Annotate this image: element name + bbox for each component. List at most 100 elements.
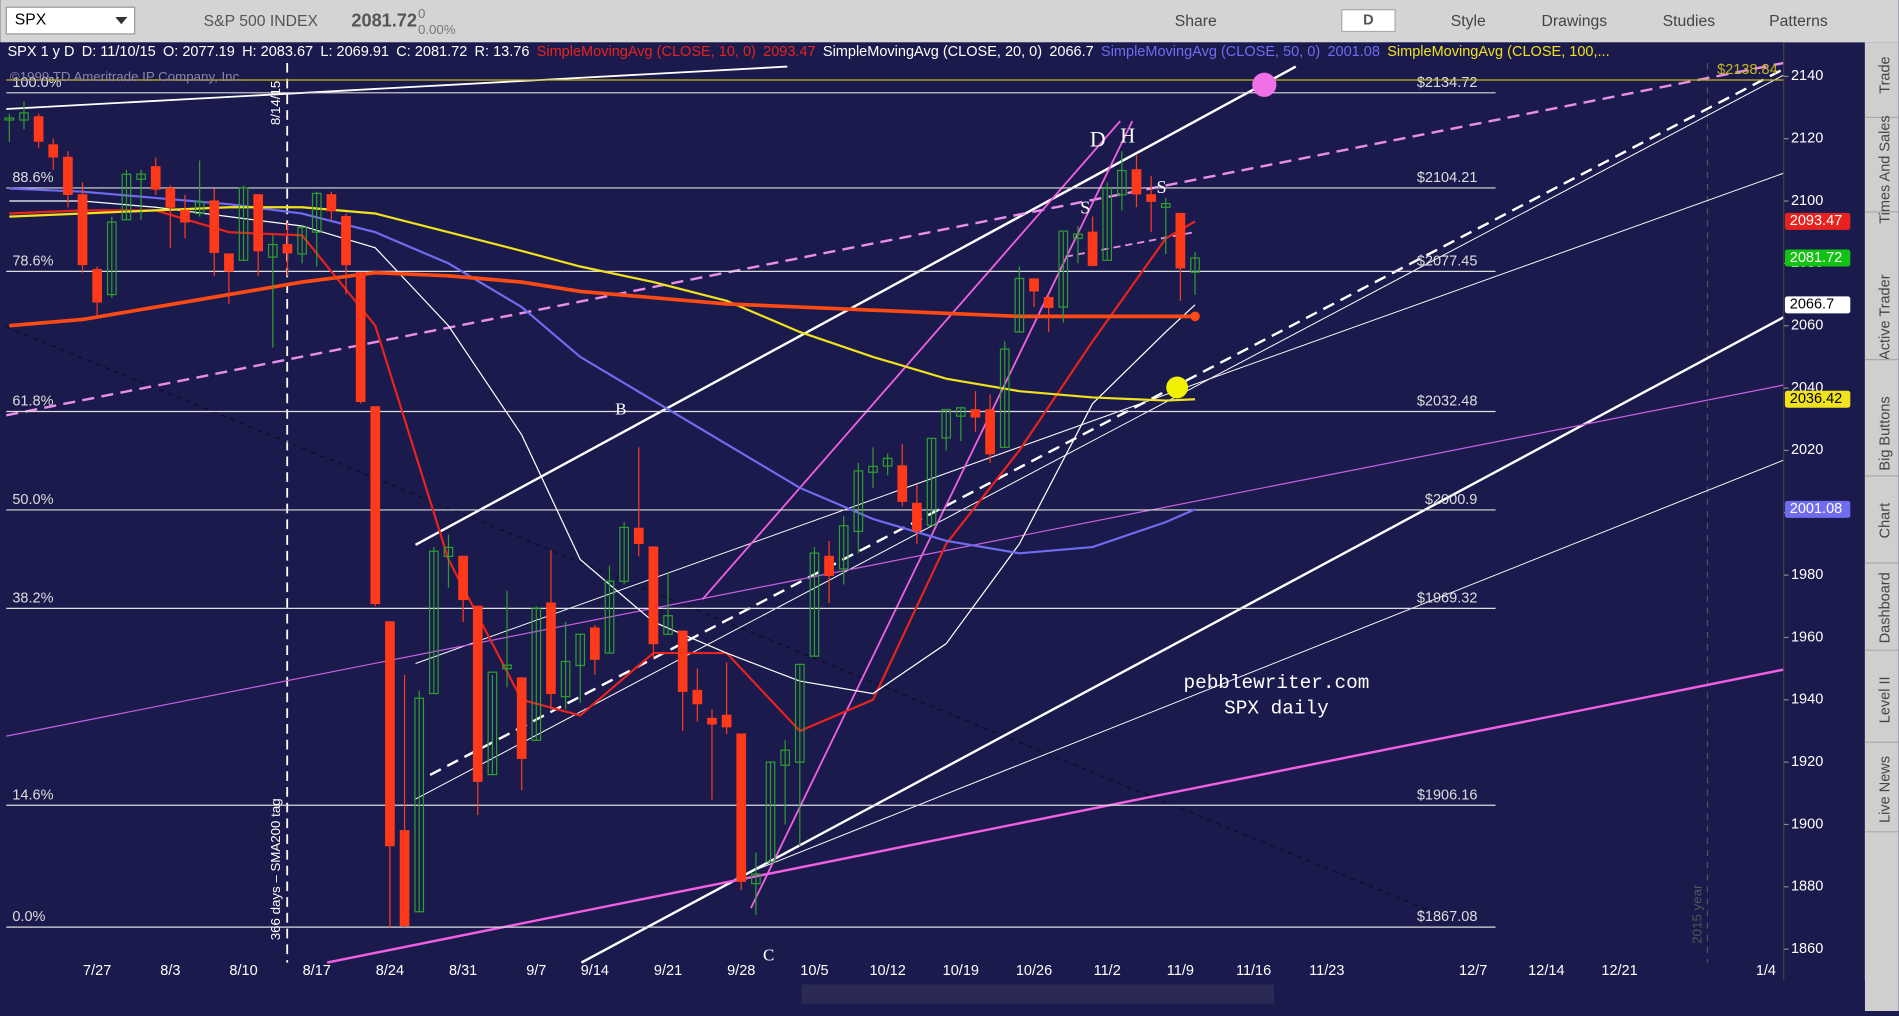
- x-tick-label: 8/31: [449, 963, 477, 979]
- x-tick-label: 9/28: [727, 963, 755, 979]
- candle-body: [926, 437, 937, 526]
- annotation: S: [1157, 177, 1167, 197]
- candle-body: [882, 457, 893, 467]
- candle-body: [106, 221, 117, 296]
- x-tick-label: 10/26: [1016, 963, 1052, 979]
- candle-body: [824, 555, 834, 576]
- sidebar-tab[interactable]: Dashboard: [1877, 572, 1893, 643]
- x-tick-label: 11/2: [1094, 963, 1121, 979]
- fib-price: $1906.16: [1417, 787, 1478, 803]
- sidebar-tab[interactable]: Times And Sales: [1877, 115, 1893, 223]
- ma-end-dot: [1190, 311, 1200, 322]
- candle-body: [238, 187, 249, 261]
- symbol[interactable]: SPX: [15, 12, 47, 29]
- candle-body: [267, 243, 278, 258]
- legend-text: 2001.08: [1327, 44, 1379, 60]
- y-tick-label: 2100: [1791, 193, 1823, 209]
- x-tick-label: 9/7: [526, 963, 546, 979]
- candle-body: [1014, 277, 1025, 333]
- price-tag-bg: [1784, 212, 1851, 230]
- candle-body: [633, 527, 644, 544]
- toolbar-button[interactable]: Drawings: [1542, 13, 1608, 30]
- y-tick-label: 2060: [1791, 318, 1823, 334]
- candle-body: [341, 216, 351, 266]
- fib-price: $2032.48: [1417, 394, 1478, 410]
- trendline: [1065, 231, 1194, 258]
- candle-body: [590, 627, 600, 660]
- candle-body: [546, 602, 556, 695]
- candle-body: [999, 348, 1010, 448]
- toolbar-button[interactable]: Patterns: [1769, 13, 1828, 30]
- price-tag-bg: [1784, 296, 1851, 314]
- sidebar-tab[interactable]: Chart: [1877, 503, 1893, 539]
- change-pct: 0.00%: [418, 22, 456, 37]
- change: 0: [418, 6, 425, 21]
- toolbar-button[interactable]: Style: [1451, 13, 1486, 30]
- candle-body: [428, 550, 439, 695]
- y-tick-label: 1920: [1791, 754, 1823, 770]
- y-tick-label: 1900: [1791, 816, 1823, 832]
- candle-body: [399, 830, 410, 927]
- candle-body: [121, 173, 132, 221]
- candle-body: [765, 761, 776, 863]
- trendline: [701, 120, 1121, 600]
- trendline: [6, 61, 1784, 417]
- sidebar-tab[interactable]: Live News: [1877, 756, 1893, 823]
- candle-body: [180, 209, 190, 223]
- candle-body: [751, 873, 761, 885]
- symbol-box[interactable]: [5, 6, 136, 35]
- trendline: [750, 459, 1784, 873]
- dropdown-arrow[interactable]: [115, 16, 128, 25]
- candle-body: [794, 663, 805, 763]
- price-tag-bg: [1784, 500, 1851, 518]
- candle-body: [165, 187, 176, 208]
- y-tick-label: 1880: [1791, 879, 1823, 895]
- trendline: [415, 172, 1784, 664]
- scrollbar[interactable]: [801, 984, 1274, 1004]
- candle-body: [853, 470, 864, 533]
- candle-body: [1131, 169, 1142, 195]
- candle-body: [150, 166, 161, 190]
- fib-pct: 100.0%: [12, 75, 61, 91]
- candle-body: [4, 117, 15, 121]
- trendline: [415, 74, 1784, 800]
- x-tick-label: 9/21: [654, 963, 682, 979]
- candle-body: [1190, 257, 1200, 273]
- candle-body: [458, 555, 468, 601]
- legend-text: C: 2081.72: [396, 44, 467, 60]
- legend-text: H: 2083.67: [242, 44, 313, 60]
- candle-body: [487, 671, 498, 776]
- candle-body: [736, 733, 747, 882]
- x-tick-label: 8/3: [160, 963, 180, 979]
- legend-text: SPX 1 y D: [8, 44, 75, 60]
- sidebar-tab[interactable]: Trade: [1877, 56, 1893, 93]
- period[interactable]: D: [1363, 12, 1373, 28]
- annotation: 8/14/15: [268, 81, 283, 125]
- candle-body: [838, 525, 849, 570]
- period-box[interactable]: [1341, 9, 1396, 33]
- x-tick-label: 10/12: [869, 963, 905, 979]
- sidebar-tab[interactable]: Level II: [1877, 676, 1893, 723]
- fib-price: $2000.9: [1425, 492, 1477, 508]
- toolbar-button[interactable]: Studies: [1663, 13, 1716, 30]
- candle-body: [648, 546, 659, 645]
- candle-body: [194, 200, 205, 215]
- candle-body: [1043, 297, 1054, 308]
- fib-price: $2134.72: [1417, 75, 1478, 91]
- trendline: [6, 65, 788, 110]
- y-tick-label: 2120: [1791, 131, 1823, 147]
- sidebar-tab[interactable]: Active Trader: [1877, 274, 1893, 360]
- candle-body: [809, 552, 820, 657]
- candle-body: [692, 689, 703, 705]
- toolbar-button[interactable]: Share: [1175, 13, 1217, 30]
- trendline: [6, 384, 1784, 737]
- sidebar-tab[interactable]: Big Buttons: [1877, 396, 1893, 470]
- candle-body: [1160, 202, 1171, 208]
- fib-pct: 78.6%: [12, 253, 53, 269]
- moving-average: [9, 270, 1196, 328]
- x-tick-label: 11/9: [1167, 963, 1194, 979]
- annotation: S: [1080, 198, 1090, 218]
